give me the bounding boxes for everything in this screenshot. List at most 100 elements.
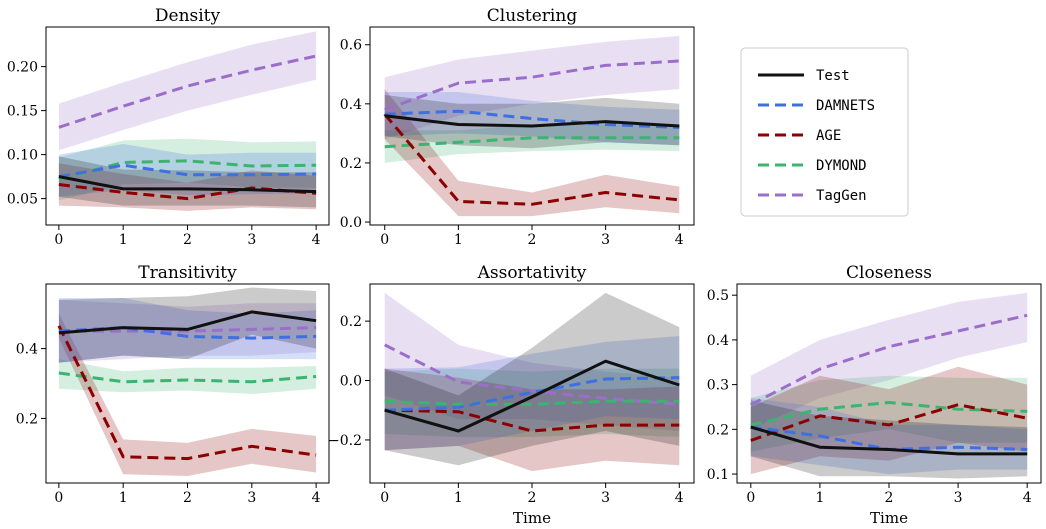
line-damnets	[384, 109, 680, 129]
subplot-assortativity: 0 1 2 3 4 −0.2 0.0 0.2 Assortativity Time	[328, 263, 695, 527]
x-tick-label: 2	[528, 232, 537, 248]
y-tick-label: 0.0	[340, 374, 362, 390]
subplot-title: Density	[155, 6, 221, 26]
x-tick-label: 1	[119, 232, 128, 248]
line-taggen	[750, 313, 1028, 407]
band-test	[384, 292, 680, 466]
x-tick-label: 1	[454, 490, 463, 506]
line-taggen	[58, 54, 317, 129]
line-dymond	[384, 136, 680, 149]
line-dymond	[750, 401, 1028, 427]
line-taggen	[58, 326, 317, 333]
line-dymond	[58, 371, 317, 384]
y-tick-label: 0.4	[340, 97, 362, 113]
subplot-clustering: 0 1 2 3 4 0.0 0.2 0.4 0.6 Clustering	[340, 6, 695, 248]
legend-label-damnets: DAMNETS	[816, 98, 875, 114]
x-tick-label: 4	[1023, 490, 1032, 506]
y-tick-label: 0.10	[7, 148, 38, 164]
x-tick-label: 2	[528, 490, 537, 506]
band-test	[58, 156, 317, 208]
legend-label-taggen: TagGen	[816, 188, 867, 204]
y-tick-label: 0.15	[7, 104, 38, 120]
band-age	[384, 89, 680, 217]
x-tick-label: 1	[815, 490, 824, 506]
y-tick-label: 0.1	[707, 467, 729, 483]
x-tick-label: 4	[675, 490, 684, 506]
subplot-title: Clustering	[487, 6, 578, 26]
line-age	[383, 113, 680, 206]
y-tick-label: 0.2	[340, 156, 362, 172]
x-tick-label: 0	[380, 232, 389, 248]
band-taggen	[384, 35, 680, 140]
x-tick-label: 0	[54, 490, 63, 506]
x-tick-label: 3	[601, 490, 610, 506]
plot-area	[750, 292, 1028, 479]
subplot-transitivity: 0 1 2 3 4 0.2 0.4 Transitivity	[16, 263, 330, 506]
plot-area	[57, 287, 317, 476]
y-tick-label: 0.0	[340, 215, 362, 231]
band-age	[384, 368, 680, 472]
line-test	[58, 310, 317, 335]
plot-area	[383, 35, 680, 217]
y-tick-label: 0.2	[16, 411, 38, 427]
subplot-title: Transitivity	[138, 263, 237, 283]
line-taggen	[384, 59, 680, 112]
band-damnets	[58, 144, 317, 197]
band-taggen	[58, 31, 317, 151]
x-tick-label: 4	[675, 232, 684, 248]
band-test	[58, 287, 317, 363]
legend: Test DAMNETS AGE DYMOND TagGen	[740, 47, 909, 217]
line-damnets	[58, 163, 317, 179]
x-tick-label: 2	[885, 490, 894, 506]
line-test	[384, 114, 680, 128]
x-tick-label: 3	[954, 490, 963, 506]
x-axis-label: Time	[870, 509, 908, 527]
plot-area	[58, 31, 317, 211]
plot-area	[384, 292, 680, 472]
y-tick-label: 0.5	[707, 288, 729, 304]
x-tick-label: 3	[247, 232, 256, 248]
line-age	[57, 325, 317, 461]
band-dymond	[750, 375, 1028, 452]
x-tick-label: 2	[183, 232, 192, 248]
x-axis-label: Time	[513, 509, 551, 527]
band-taggen	[384, 292, 680, 431]
x-tick-label: 2	[183, 490, 192, 506]
band-age	[58, 313, 317, 476]
y-tick-label: 0.6	[340, 38, 362, 54]
line-age	[750, 403, 1028, 442]
x-tick-label: 0	[380, 490, 389, 506]
x-tick-label: 1	[454, 232, 463, 248]
line-test	[750, 425, 1028, 456]
band-damnets	[384, 92, 680, 146]
line-dymond	[384, 399, 680, 406]
band-damnets	[384, 336, 680, 451]
x-tick-label: 3	[601, 232, 610, 248]
band-dymond	[384, 368, 680, 437]
x-tick-label: 4	[312, 232, 321, 248]
x-tick-label: 0	[54, 232, 63, 248]
band-dymond	[58, 138, 317, 201]
subplot-title: Assortativity	[477, 263, 587, 283]
subplot-title: Closeness	[846, 263, 932, 283]
line-test	[58, 175, 317, 194]
y-tick-label: 0.3	[707, 378, 729, 394]
x-tick-label: 3	[247, 490, 256, 506]
y-tick-label: −0.2	[328, 433, 362, 449]
line-damnets	[384, 376, 680, 412]
x-tick-label: 1	[119, 490, 128, 506]
line-age	[58, 183, 317, 201]
y-tick-label: 0.2	[707, 422, 729, 438]
legend-label-age: AGE	[816, 128, 841, 144]
legend-frame	[740, 47, 909, 217]
y-tick-label: 0.20	[7, 60, 38, 76]
y-tick-label: 0.4	[707, 333, 729, 349]
y-tick-label: 0.4	[16, 342, 38, 358]
band-test	[384, 95, 680, 149]
band-dymond	[384, 124, 680, 163]
x-tick-label: 4	[312, 490, 321, 506]
legend-label-dymond: DYMOND	[816, 158, 867, 174]
line-test	[384, 359, 680, 433]
